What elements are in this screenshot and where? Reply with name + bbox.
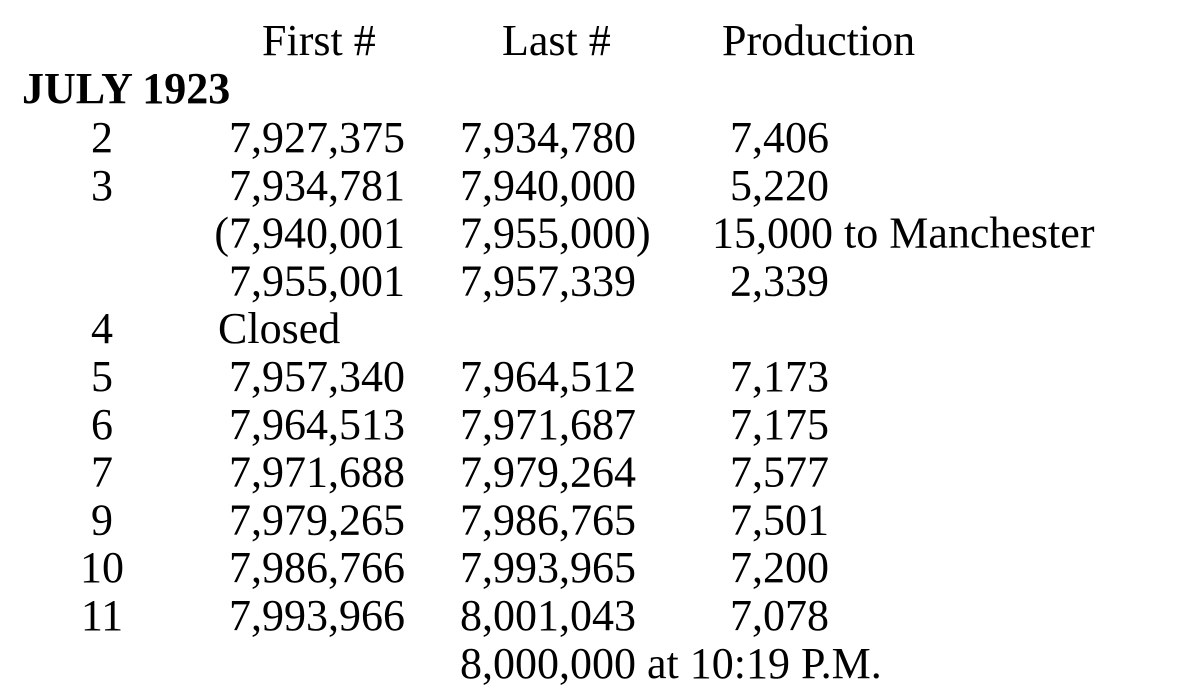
- last-number-cell: 7,934,780: [460, 113, 636, 162]
- last-number-cell: 7,955,000): [460, 209, 651, 258]
- production-cell: 7,173: [730, 352, 829, 401]
- last-number-cell: 8,001,043: [460, 591, 636, 640]
- day-cell: 6: [91, 400, 113, 449]
- first-number-cell: 7,993,966: [229, 591, 405, 640]
- first-number-cell: 7,927,375: [229, 113, 405, 162]
- last-number-cell: 7,957,339: [460, 256, 636, 305]
- first-number-cell: 7,934,781: [229, 161, 405, 210]
- day-cell: 3: [91, 161, 113, 210]
- column-header: First #: [262, 16, 376, 65]
- last-number-cell: 7,993,965: [460, 543, 636, 592]
- day-cell: 9: [91, 495, 113, 544]
- status-cell: Closed: [218, 304, 340, 353]
- production-cell: 7,501: [730, 495, 829, 544]
- last-number-cell: 7,979,264: [460, 448, 636, 497]
- day-cell: 7: [91, 448, 113, 497]
- production-cell: 7,200: [730, 543, 829, 592]
- first-number-cell: (7,940,001: [214, 209, 405, 258]
- first-number-cell: 7,986,766: [229, 543, 405, 592]
- production-cell: 15,000 to Manchester: [712, 209, 1095, 258]
- production-cell: 2,339: [730, 256, 829, 305]
- first-number-cell: 7,979,265: [229, 495, 405, 544]
- column-header: Production: [722, 16, 915, 65]
- first-number-cell: 7,957,340: [229, 352, 405, 401]
- production-cell: 7,078: [730, 591, 829, 640]
- day-cell: 10: [80, 543, 124, 592]
- production-cell: 7,175: [730, 400, 829, 449]
- last-number-cell: 7,971,687: [460, 400, 636, 449]
- last-number-cell: 7,964,512: [460, 352, 636, 401]
- first-number-cell: 7,971,688: [229, 448, 405, 497]
- day-cell: 4: [91, 304, 113, 353]
- day-cell: 5: [91, 352, 113, 401]
- first-number-cell: 7,964,513: [229, 400, 405, 449]
- day-cell: 2: [91, 113, 113, 162]
- production-cell: 5,220: [730, 161, 829, 210]
- production-cell: 7,577: [730, 448, 829, 497]
- last-number-cell: 7,986,765: [460, 495, 636, 544]
- last-number-cell: 7,940,000: [460, 161, 636, 210]
- day-cell: 11: [81, 591, 123, 640]
- note-cell: 8,000,000 at 10:19 P.M.: [460, 639, 882, 688]
- column-header: Last #: [502, 16, 611, 65]
- section-title: JULY 1923: [22, 64, 230, 113]
- production-cell: 7,406: [730, 113, 829, 162]
- first-number-cell: 7,955,001: [229, 256, 405, 305]
